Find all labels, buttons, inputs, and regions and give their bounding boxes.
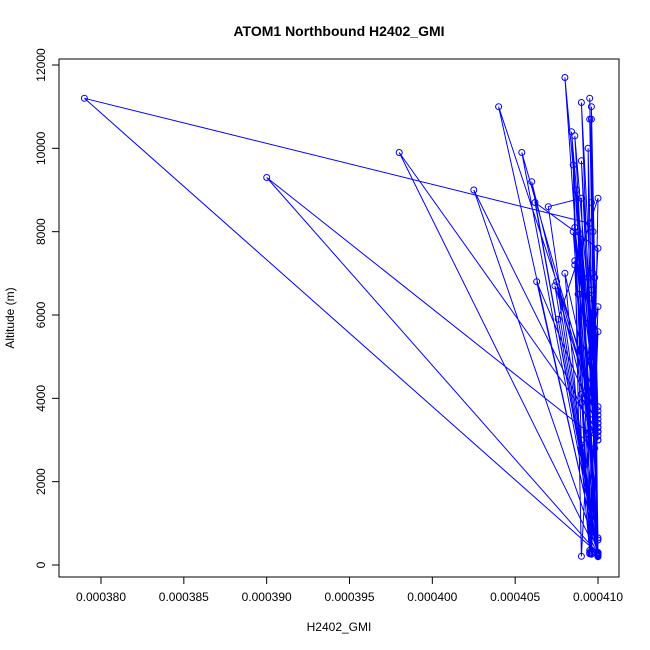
- data-point: [571, 224, 579, 231]
- data-point: [584, 319, 592, 327]
- data-point: [586, 219, 594, 227]
- x-tick-label: 0.000400: [407, 590, 457, 604]
- series-layer: [80, 74, 602, 561]
- data-point: [554, 315, 562, 323]
- data-point: [568, 128, 575, 136]
- data-point: [587, 103, 595, 111]
- data-point: [584, 144, 592, 152]
- data-point: [577, 444, 585, 452]
- data-point: [551, 282, 559, 290]
- data-point: [561, 74, 569, 81]
- data-point: [594, 432, 602, 440]
- data-point: [577, 399, 585, 406]
- data-point: [594, 436, 602, 444]
- data-point: [495, 103, 503, 111]
- data-point: [581, 394, 589, 402]
- data-point: [395, 149, 403, 156]
- x-axis: 0.000380 0.000385 0.000390 0.000395 0.000400…: [76, 576, 623, 604]
- data-point: [594, 428, 602, 436]
- data-point: [594, 534, 602, 542]
- y-tick-label: 8000: [34, 218, 48, 245]
- y-tick-label: 0: [34, 561, 48, 568]
- data-point: [591, 444, 599, 452]
- y-axis: 0 2000 4000 6000 8000 10000 12000: [34, 48, 60, 568]
- data-point: [574, 228, 582, 236]
- data-point: [577, 344, 585, 352]
- data-point: [577, 157, 585, 165]
- data-point: [528, 178, 536, 186]
- data-point: [586, 115, 594, 123]
- series-line: [84, 77, 599, 557]
- data-point: [470, 186, 478, 194]
- data-point: [587, 199, 595, 206]
- data-point: [80, 94, 88, 102]
- x-tick-label: 0.000390: [242, 590, 292, 604]
- data-point: [577, 552, 585, 560]
- y-axis-title: Altitude (m): [3, 287, 17, 348]
- data-point: [586, 94, 594, 102]
- data-point: [581, 461, 589, 469]
- data-point: [577, 99, 585, 106]
- data-point: [587, 550, 595, 558]
- data-point: [594, 303, 602, 311]
- data-point: [569, 228, 577, 236]
- data-point: [577, 436, 585, 444]
- data-point: [586, 294, 594, 302]
- chart-title: ATOM1 Northbound H2402_GMI: [233, 23, 444, 39]
- data-point: [553, 278, 561, 286]
- plot-frame: [58, 58, 620, 578]
- data-point: [584, 274, 592, 281]
- x-tick-label: 0.000380: [76, 590, 126, 604]
- y-tick-label: 4000: [34, 385, 48, 412]
- x-tick-label: 0.000395: [324, 590, 374, 604]
- data-point: [594, 419, 602, 427]
- data-point: [594, 536, 602, 544]
- data-point: [576, 290, 584, 298]
- data-point: [594, 549, 602, 556]
- data-point: [571, 257, 579, 265]
- x-tick-label: 0.000405: [490, 590, 540, 604]
- data-point: [587, 548, 595, 556]
- data-point: [594, 407, 602, 415]
- data-point: [518, 149, 526, 156]
- data-point: [577, 194, 585, 202]
- y-tick-label: 12000: [34, 48, 48, 82]
- data-point: [544, 203, 552, 211]
- data-point: [594, 424, 602, 431]
- data-point: [531, 199, 539, 206]
- data-point: [594, 244, 602, 252]
- x-axis-title: H2402_GMI: [307, 620, 372, 634]
- data-point: [594, 328, 602, 336]
- data-point: [561, 269, 569, 277]
- data-point: [594, 415, 602, 423]
- data-point: [263, 174, 271, 181]
- data-point: [591, 274, 599, 281]
- y-tick-label: 10000: [34, 131, 48, 165]
- data-point: [589, 269, 597, 277]
- y-tick-label: 6000: [34, 301, 48, 328]
- data-point: [587, 286, 595, 294]
- data-point: [594, 403, 602, 411]
- data-point: [571, 261, 579, 269]
- data-point: [594, 194, 602, 202]
- x-tick-label: 0.000410: [573, 590, 623, 604]
- data-point: [586, 415, 594, 423]
- data-point: [586, 428, 594, 436]
- data-point: [589, 228, 597, 236]
- x-tick-label: 0.000385: [159, 590, 209, 604]
- data-point: [573, 186, 580, 194]
- data-point: [533, 278, 541, 286]
- data-point: [594, 411, 602, 419]
- data-point: [569, 161, 577, 169]
- y-tick-label: 2000: [34, 468, 48, 495]
